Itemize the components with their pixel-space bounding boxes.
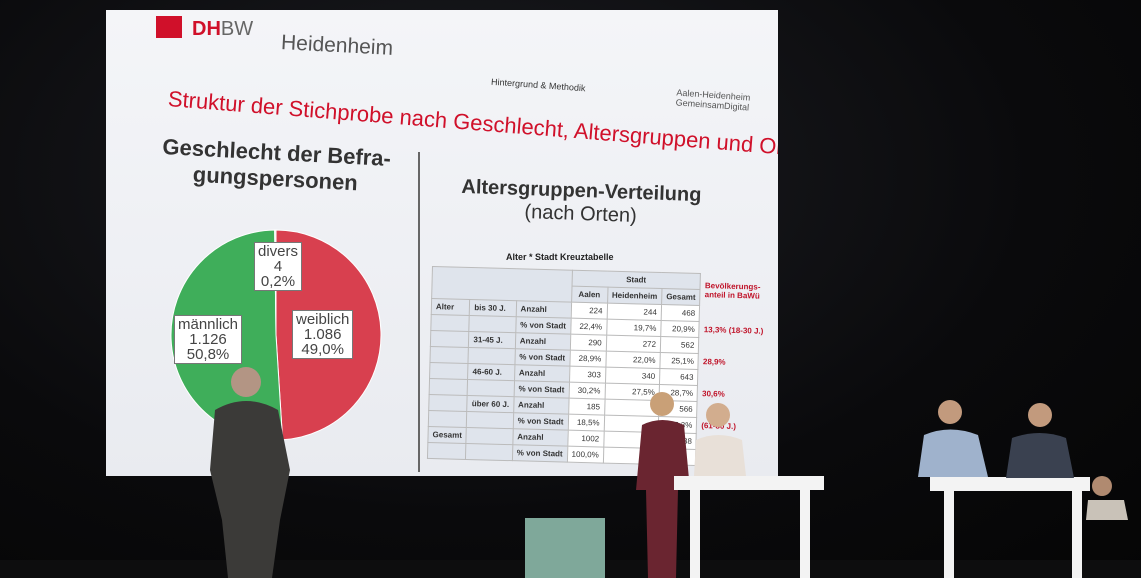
speaker-left: [210, 367, 290, 578]
display-box: [525, 518, 605, 578]
stage-photo: DHBW Heidenheim Hintergrund & Methodik A…: [0, 0, 1141, 578]
stage-scene: [0, 0, 1141, 578]
